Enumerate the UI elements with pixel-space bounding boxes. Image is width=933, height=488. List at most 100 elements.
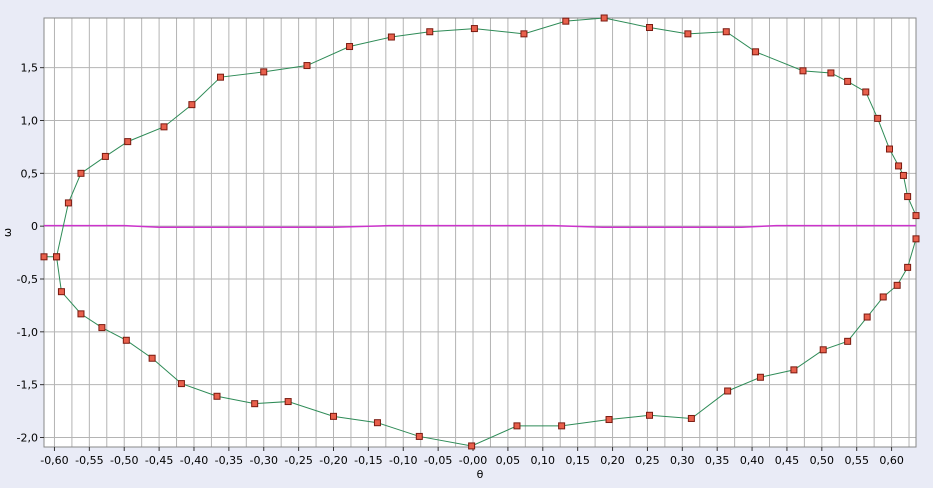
x-tick-label: 0,05	[496, 454, 521, 467]
data-point-marker	[520, 30, 528, 38]
data-point-marker	[101, 152, 109, 160]
data-point-marker	[40, 253, 48, 261]
data-point-marker	[756, 373, 764, 381]
x-tick-label: -0,55	[75, 454, 103, 467]
x-tick-label: 0,45	[775, 454, 800, 467]
data-point-marker	[77, 310, 85, 318]
data-point-marker	[893, 281, 901, 289]
data-point-marker	[64, 199, 72, 207]
data-point-marker	[387, 33, 395, 41]
data-point-marker	[124, 138, 132, 146]
x-tick-label: -0,40	[180, 454, 208, 467]
data-point-marker	[53, 253, 61, 261]
x-tick-label: -0,05	[424, 454, 452, 467]
data-point-marker	[819, 346, 827, 354]
x-tick-label: 0,25	[635, 454, 660, 467]
data-point-marker	[899, 171, 907, 179]
y-tick-label: -0,5	[17, 273, 38, 286]
y-tick-label: -2,0	[17, 431, 38, 444]
baseline-series-line	[44, 224, 916, 228]
data-point-marker	[827, 69, 835, 77]
data-point-marker	[687, 414, 695, 422]
y-tick-label: -1,0	[17, 326, 38, 339]
data-point-marker	[912, 235, 920, 243]
x-tick-label: -0,00	[459, 454, 487, 467]
x-tick-label: 0,35	[705, 454, 730, 467]
x-tick-label: 0,15	[565, 454, 590, 467]
data-point-marker	[251, 400, 259, 408]
trajectory-line	[44, 17, 917, 258]
x-tick-label: -0,10	[389, 454, 417, 467]
y-tick-label: 0,5	[21, 167, 39, 180]
plot-frame	[43, 17, 917, 448]
x-tick-label: 0,30	[670, 454, 695, 467]
data-point-marker	[216, 73, 224, 81]
x-axis-label: θ	[477, 468, 484, 481]
y-tick-label: 0	[31, 220, 38, 233]
data-point-marker	[373, 419, 381, 427]
x-tick-label: 0,20	[600, 454, 625, 467]
data-point-marker	[722, 28, 730, 36]
x-tick-label: -0,15	[354, 454, 382, 467]
data-point-marker	[912, 212, 920, 220]
data-point-marker	[513, 422, 521, 430]
data-point-marker	[790, 366, 798, 374]
data-point-marker	[160, 123, 168, 131]
data-point-marker	[122, 336, 130, 344]
y-tick-label: 1,5	[21, 62, 39, 75]
data-point-marker	[98, 324, 106, 332]
data-point-marker	[346, 43, 354, 51]
x-tick-label: -0,60	[40, 454, 68, 467]
data-point-marker	[470, 25, 478, 33]
data-point-marker	[562, 17, 570, 25]
x-tick-label: -0,30	[250, 454, 278, 467]
x-tick-label: 0,40	[740, 454, 765, 467]
x-tick-label: 0,55	[844, 454, 869, 467]
data-point-marker	[600, 14, 608, 22]
y-axis-label: ω	[1, 228, 14, 237]
data-point-marker	[468, 442, 476, 450]
data-point-marker	[862, 88, 870, 96]
data-point-marker	[415, 432, 423, 440]
x-tick-label: -0,25	[284, 454, 312, 467]
x-tick-label: -0,35	[215, 454, 243, 467]
plot-area	[44, 18, 916, 447]
data-point-marker	[260, 68, 268, 76]
y-tick-label: -1,5	[17, 379, 38, 392]
data-point-marker	[799, 67, 807, 75]
x-tick-label: 0,10	[531, 454, 556, 467]
y-tick-label: 1,0	[21, 114, 39, 127]
data-point-marker	[605, 416, 613, 424]
x-tick-label: -0,50	[110, 454, 138, 467]
data-point-marker	[885, 145, 893, 153]
data-point-marker	[188, 101, 196, 109]
data-point-marker	[874, 114, 882, 122]
data-point-marker	[330, 412, 338, 420]
data-point-marker	[684, 30, 692, 38]
x-tick-label: -0,20	[319, 454, 347, 467]
data-point-marker	[77, 169, 85, 177]
data-point-marker	[724, 387, 732, 395]
data-point-marker	[558, 422, 566, 430]
data-point-marker	[752, 48, 760, 56]
data-point-marker	[303, 62, 311, 70]
data-point-marker	[57, 288, 65, 296]
data-point-marker	[426, 28, 434, 36]
data-point-marker	[844, 77, 852, 85]
data-point-marker	[284, 398, 292, 406]
data-point-marker	[904, 263, 912, 271]
data-point-marker	[646, 24, 654, 32]
data-point-marker	[148, 354, 156, 362]
data-point-marker	[904, 193, 912, 201]
x-tick-label: 0,60	[879, 454, 904, 467]
x-tick-label: -0,45	[145, 454, 173, 467]
data-point-marker	[863, 313, 871, 321]
data-point-marker	[844, 337, 852, 345]
data-point-marker	[177, 380, 185, 388]
data-point-marker	[879, 293, 887, 301]
data-point-marker	[646, 411, 654, 419]
x-tick-label: 0,50	[810, 454, 835, 467]
data-point-marker	[213, 392, 221, 400]
